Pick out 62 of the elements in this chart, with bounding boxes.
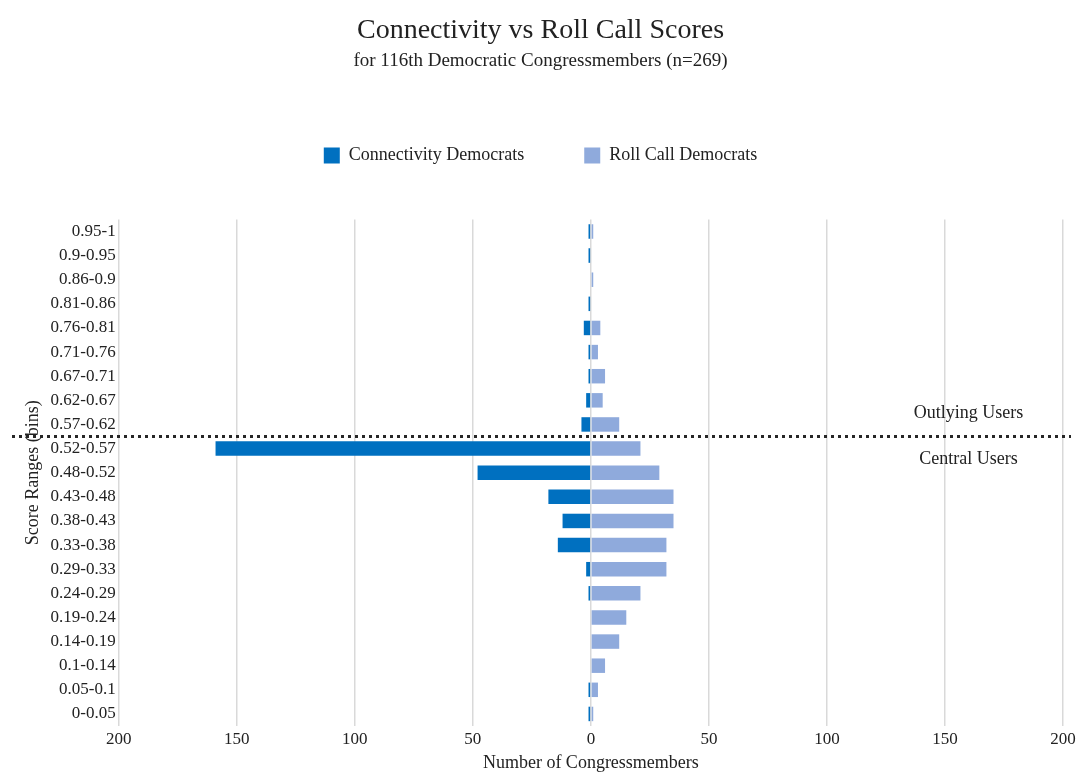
bar (591, 489, 674, 505)
bar (583, 320, 591, 336)
y-tick-label: 0.52-0.57 (50, 438, 117, 458)
x-tick-label: 150 (224, 728, 250, 748)
y-tick-label: 0.81-0.86 (50, 293, 116, 313)
bar (591, 561, 667, 577)
bar (591, 513, 674, 529)
x-tick-label: 200 (1050, 728, 1076, 748)
y-tick-label: 0.1-0.14 (59, 655, 117, 675)
y-tick-label: 0.38-0.43 (50, 510, 116, 530)
bar (591, 393, 603, 408)
bar (557, 537, 591, 553)
y-tick-label: 0.86-0.9 (59, 269, 116, 289)
x-axis-title: Number of Congressmembers (482, 751, 699, 772)
bar (581, 417, 591, 432)
y-tick-label: 0.19-0.24 (50, 606, 117, 626)
y-tick-label: 0.14-0.19 (50, 631, 116, 651)
bar (477, 465, 591, 480)
chart-subtitle: for 116th Democratic Congressmembers (n=269) (353, 48, 728, 71)
legend-label: Roll Call Democrats (609, 144, 758, 165)
y-tick-label: 0.9-0.95 (59, 245, 116, 265)
x-tick-label: 50 (700, 728, 718, 748)
y-tick-label: 0.29-0.33 (50, 558, 116, 578)
y-tick-label: 0.43-0.48 (50, 486, 116, 506)
x-tick-label: 200 (106, 728, 132, 748)
bar (591, 368, 606, 384)
bar (591, 344, 598, 360)
y-tick-label: 0.48-0.52 (50, 462, 116, 482)
y-tick-label: 0.95-1 (71, 220, 116, 240)
annotation: Central Users (919, 448, 1018, 469)
y-tick-label: 0.62-0.67 (50, 389, 117, 409)
x-tick-label: 150 (932, 728, 958, 748)
y-axis-title: Score Ranges (bins) (21, 400, 43, 546)
legend-label: Connectivity Democrats (348, 144, 525, 165)
bar (548, 489, 591, 505)
chart-title: Connectivity vs Roll Call Scores (356, 13, 725, 45)
y-tick-label: 0.76-0.81 (50, 317, 116, 337)
bar (215, 441, 591, 456)
bar (591, 682, 598, 698)
bar (591, 634, 620, 649)
y-tick-label: 0.71-0.76 (50, 341, 116, 361)
x-tick-label: 50 (464, 728, 482, 748)
y-tick-label: 0.57-0.62 (50, 413, 116, 433)
bar (591, 465, 660, 480)
y-tick-label: 0.05-0.1 (59, 679, 116, 699)
y-tick-label: 0.33-0.38 (50, 534, 116, 554)
bar (591, 417, 620, 432)
x-tick-label: 0 (586, 728, 596, 748)
x-tick-label: 100 (342, 728, 368, 748)
annotation: Outlying Users (913, 402, 1024, 423)
y-tick-label: 0-0.05 (71, 703, 116, 723)
bar (591, 610, 627, 625)
bar (591, 658, 606, 673)
bar (591, 586, 641, 601)
y-tick-label: 0.24-0.29 (50, 582, 116, 602)
y-tick-label: 0.67-0.71 (50, 365, 116, 385)
bar (586, 561, 591, 577)
bar (591, 537, 667, 553)
bar (586, 393, 591, 408)
bar (562, 513, 591, 529)
bar (591, 441, 641, 456)
x-tick-label: 100 (814, 728, 840, 748)
